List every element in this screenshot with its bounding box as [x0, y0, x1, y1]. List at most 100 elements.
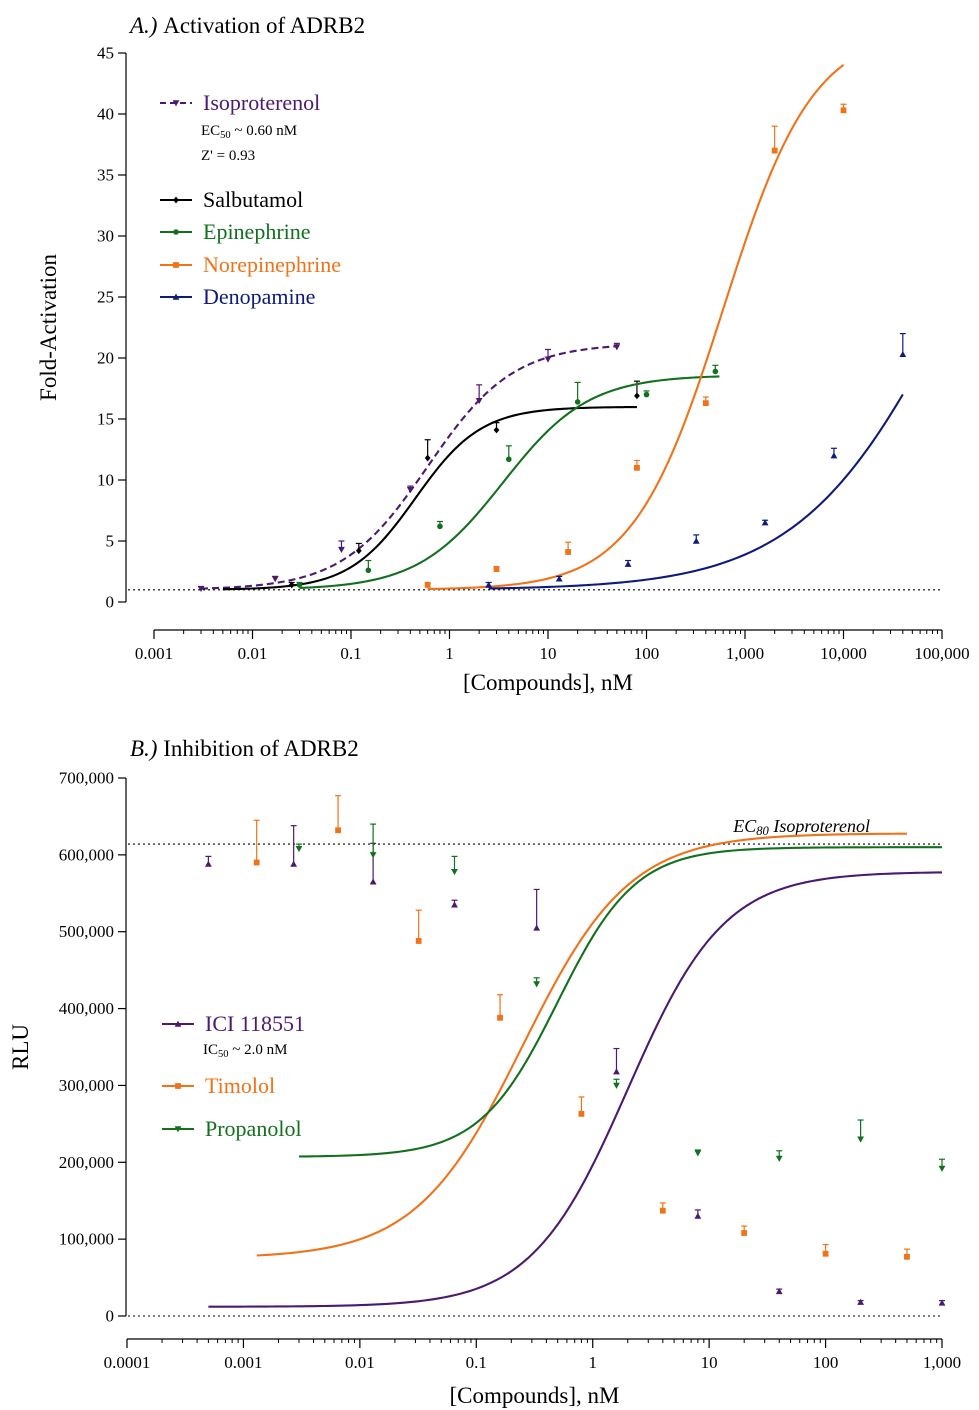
panel-b-series-timolol — [253, 795, 910, 1260]
data-point — [775, 1155, 783, 1162]
data-point — [365, 567, 372, 574]
data-point — [830, 452, 838, 459]
legend-label-ici-118551: ICI 118551 — [205, 1011, 305, 1036]
panel-b-x-tick-label: 0.01 — [345, 1353, 375, 1372]
panel-a-x-tick-label: 10 — [540, 644, 557, 663]
panel-b-y-tick-label: 300,000 — [59, 1076, 114, 1095]
panel-b-y-tick-label: 700,000 — [59, 769, 114, 788]
data-point — [613, 1068, 620, 1075]
data-point — [533, 981, 541, 988]
data-point — [613, 1082, 620, 1089]
panel-a-series-denopamine — [485, 333, 907, 590]
data-point — [506, 456, 512, 463]
panel-a-x-tick-label: 0.001 — [135, 644, 173, 663]
data-point — [624, 560, 632, 567]
data-point — [197, 585, 205, 592]
fit-curve-ici-118551 — [208, 871, 943, 1308]
legend-marker-propanolol — [174, 1126, 182, 1133]
legend-marker-epinephrine — [173, 229, 179, 235]
panel-b-x-tick-label: 0.0001 — [104, 1353, 151, 1372]
panel-b-x-tick-label: 100 — [813, 1353, 839, 1372]
fit-curve-salbutamol — [222, 405, 637, 591]
data-point — [290, 860, 298, 867]
panel-b-x-tick-label: 1 — [588, 1353, 597, 1372]
data-point — [485, 581, 493, 588]
data-point — [437, 523, 443, 530]
fit-curve-norepinephrine — [427, 64, 845, 591]
panel-a-y-tick-label: 40 — [97, 105, 114, 124]
panel-a-title: A.) Activation of ADRB2 — [128, 13, 365, 38]
panel-b-title: B.) Inhibition of ADRB2 — [130, 736, 359, 761]
data-point — [493, 426, 500, 434]
fit-curve-epinephrine — [299, 375, 720, 590]
data-point — [451, 901, 458, 908]
legend-label-propanolol: Propanolol — [205, 1116, 302, 1141]
panel-a-x-tick-label: 1 — [445, 644, 454, 663]
panel-a-series-isoproterenol — [197, 342, 621, 592]
panel-b-legend: ICI 118551 Timolol Propanolol IC50 ~ 2.0 nM — [162, 1011, 305, 1141]
panel-b-y-tick-label: 100,000 — [59, 1230, 114, 1249]
data-point — [694, 1212, 702, 1219]
data-point — [451, 869, 458, 876]
legend-marker-isoproterenol — [172, 100, 180, 107]
data-point — [904, 1253, 910, 1260]
panel-b-x-axis-label: [Compounds], nM — [450, 1383, 620, 1408]
data-point — [424, 582, 431, 588]
data-point — [822, 1250, 829, 1257]
data-point — [424, 454, 431, 462]
panel-a-y-tick-label: 35 — [97, 166, 114, 185]
legend-label-denopamine: Denopamine — [203, 284, 315, 309]
panel-a-y-tick-label: 0 — [106, 593, 115, 612]
panel-b-inhibition: B.) Inhibition of ADRB2 0 100,000 200,000 30… — [8, 736, 961, 1408]
legend-marker-ici-118551 — [174, 1020, 182, 1027]
data-point — [659, 1207, 666, 1214]
data-point — [694, 1150, 702, 1157]
panel-a-series-norepinephrine — [424, 64, 847, 591]
data-point — [533, 924, 541, 931]
panel-a-y-tick-label: 25 — [97, 288, 114, 307]
panel-a-x-tick-label: 10,000 — [820, 644, 867, 663]
panel-b-y-tick-label: 400,000 — [59, 999, 114, 1018]
panel-b-series-propanolol — [295, 823, 946, 1172]
data-point — [295, 845, 303, 853]
panel-b-x-tick-label: 10 — [701, 1353, 718, 1372]
data-point — [775, 1288, 783, 1295]
data-point — [204, 860, 212, 867]
panel-a-x-tick-label: 100,000 — [914, 644, 969, 663]
panel-a-activation: A.) Activation of ADRB2 0 5 10 15 20 25 30 35 40 4… — [36, 13, 970, 695]
legend-label-epinephrine: Epinephrine — [203, 219, 311, 244]
data-point — [692, 537, 700, 544]
data-point — [288, 581, 295, 589]
panel-a-y-tick-label: 10 — [97, 471, 114, 490]
panel-a-x-tick-label: 0.01 — [238, 644, 268, 663]
data-point — [771, 147, 778, 154]
legend-marker-salbutamol — [173, 196, 179, 204]
data-point — [613, 344, 621, 351]
panel-a-series-salbutamol — [222, 380, 640, 591]
panel-a-y-tick-label: 15 — [97, 410, 114, 429]
data-point — [415, 938, 422, 944]
legend-label-salbutamol: Salbutamol — [203, 187, 303, 212]
fit-curve-isoproterenol — [200, 345, 617, 590]
data-point — [761, 519, 769, 526]
data-point — [369, 852, 377, 859]
panel-a-annotation: Z' = 0.93 — [201, 148, 255, 164]
panel-a-x-tick-label: 0.1 — [340, 644, 361, 663]
data-point — [899, 350, 907, 358]
data-point — [338, 546, 345, 553]
data-point — [369, 878, 377, 885]
panel-b-x-tick-label: 0.001 — [224, 1353, 262, 1372]
data-point — [544, 356, 552, 363]
data-point — [702, 400, 709, 407]
panel-b-series-ici-118551 — [204, 825, 946, 1308]
data-point — [565, 549, 572, 555]
data-point — [857, 1298, 865, 1305]
data-point — [355, 547, 362, 555]
panel-b-x-tick-label: 1,000 — [923, 1353, 961, 1372]
panel-b-reference-label: EC80 Isoproterenol — [732, 816, 870, 838]
legend-marker-norepinephrine — [173, 262, 179, 268]
legend-label-norepinephrine: Norepinephrine — [203, 252, 341, 277]
data-point — [578, 1110, 585, 1117]
panel-a-x-tick-label: 1,000 — [726, 644, 764, 663]
